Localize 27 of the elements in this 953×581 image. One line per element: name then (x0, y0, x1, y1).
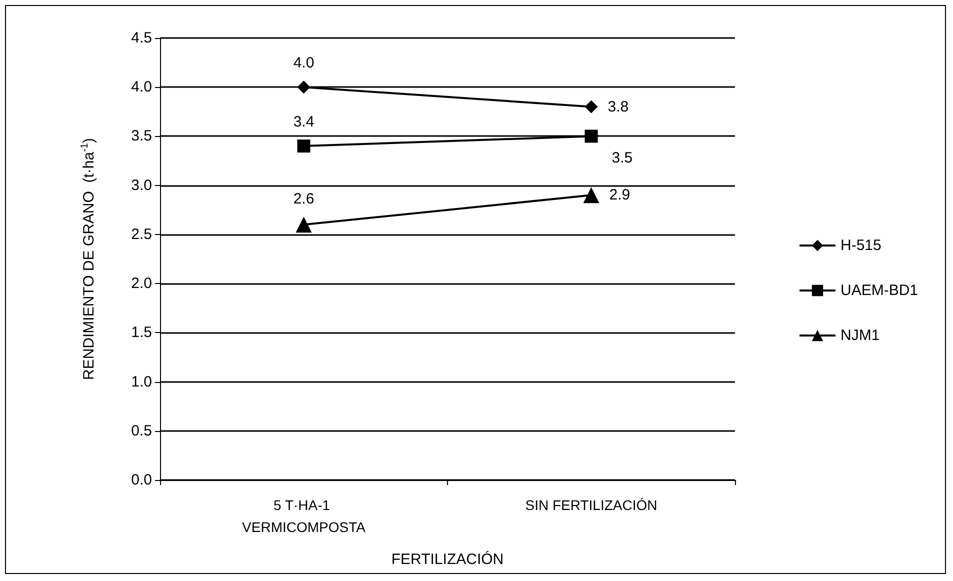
y-tick-label: 4.5 (131, 30, 152, 46)
y-tick-label: 2.5 (131, 226, 152, 243)
y-tick-label: 3.5 (131, 128, 152, 145)
x-tick-label: 5 T·HA-1 VERMICOMPOSTA (242, 497, 366, 535)
data-label: 3.8 (608, 98, 629, 116)
point (584, 100, 598, 114)
y-tick-label: 0.0 (131, 472, 152, 488)
data-label: 3.4 (293, 114, 314, 131)
data-label: 3.5 (612, 150, 633, 167)
legend-label: NJM1 (840, 327, 880, 344)
y-tick-label: 2.0 (131, 275, 152, 292)
data-label: 4.0 (293, 54, 314, 72)
point (584, 130, 598, 143)
x-tick-label: SIN FERTILIZACIÓN (525, 497, 658, 513)
legend-label: H-515 (840, 237, 882, 254)
y-tick-label: 1.0 (131, 373, 152, 390)
point (297, 80, 310, 94)
y-tick-label: 1.5 (131, 324, 152, 342)
y-axis-title: RENDIMIENTO DE GRANO (t·ha-1) (80, 138, 98, 380)
legend-label: UAEM-BD1 (840, 282, 918, 299)
x-axis-title: FERTILIZACIÓN (391, 550, 504, 568)
data-label: 2.6 (293, 190, 314, 208)
y-tick-label: 4.0 (131, 78, 152, 96)
y-tick-label: 0.5 (131, 422, 152, 440)
point (297, 140, 310, 153)
data-label: 2.9 (609, 186, 630, 204)
y-tick-label: 3.0 (131, 176, 152, 194)
